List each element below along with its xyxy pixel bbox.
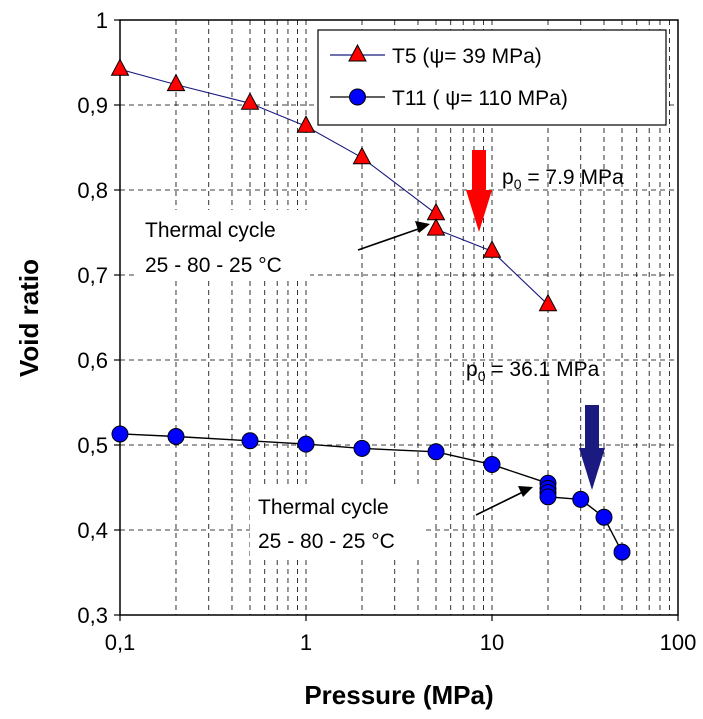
p0-t11-label-rest: = 36.1 MPa [485,358,599,381]
p0-t11-arrow-shaft [585,405,599,450]
p0-t5-label: p0 = 7.9 MPa [502,166,624,192]
y-tick-label: 0,5 [77,433,108,458]
thermal-t11-line1: Thermal cycle [258,496,389,519]
y-tick-label: 0,9 [77,93,108,118]
axis-ticks: 0,3 0,4 0,5 0,6 0,7 0,8 0,9 1 0,1 1 10 100 [77,8,696,655]
y-tick-label: 0,6 [77,348,108,373]
thermal-t5-line2: 25 - 80 - 25 °C [145,254,282,277]
x-tick-label: 0,1 [105,630,136,655]
thermal-t5-line1: Thermal cycle [145,219,276,242]
t5-data-point [426,202,446,221]
t5-data-point [240,92,260,110]
y-tick-label: 0,8 [77,178,108,203]
thermal-t11-label-bg [250,488,425,556]
legend-label-t5: T5 (ψ= 39 MPa) [392,45,542,68]
t11-data-point [613,543,631,561]
y-tick-label: 0,7 [77,263,108,288]
p0-t5-arrow-shaft [472,150,486,192]
thermal-t11-arrow-head [518,486,533,497]
t11-data-point [595,508,613,526]
annotation-thermal-t5: Thermal cycle 25 - 80 - 25 °C [135,210,430,278]
t11-data-point [572,490,590,508]
t5-data-point [110,58,130,76]
x-tick-label: 100 [660,630,697,655]
t11-data-point [539,488,557,506]
t11-data-point [353,439,371,457]
legend-marker-t5 [348,43,367,62]
x-axis-title: Pressure (MPa) [304,680,493,710]
p0-t5-label-sub: 0 [514,176,522,192]
thermal-t5-arrow-head [415,221,430,233]
annotation-p0-t5: p0 = 7.9 MPa [466,150,624,232]
p0-t11-label-sub: 0 [478,368,486,384]
p0-t5-label-main: p [502,166,514,189]
thermal-t5-arrow-line [357,226,425,251]
t11-data-point [167,428,185,445]
plot-area-border [119,19,679,616]
t5-data-point [538,293,558,312]
p0-t5-label-rest: = 7.9 MPa [521,166,623,189]
t5-data-point [426,218,446,236]
p0-t5-arrow-head [466,190,492,232]
thermal-t11-line2: 25 - 80 - 25 °C [258,530,395,553]
t11-data-point [111,425,129,443]
y-tick-label: 0,4 [77,518,108,543]
x-tick-label: 1 [300,630,312,655]
p0-t11-arrow-head [579,448,605,490]
legend-label-t11: T11 ( ψ= 110 MPa) [392,87,568,110]
y-tick-label: 0,3 [77,603,108,628]
legend-box [317,29,667,126]
t11-data-point [241,432,259,450]
legend-marker-t11 [349,88,366,106]
p0-t11-label-main: p [466,358,478,381]
t11-data-point [297,435,315,453]
legend: T5 (ψ= 39 MPa) T11 ( ψ= 110 MPa) [317,29,667,126]
annotation-thermal-t11: Thermal cycle 25 - 80 - 25 °C [250,486,533,556]
t5-data-point [352,146,372,165]
p0-t11-label: p0 = 36.1 MPa [466,358,600,384]
t11-data-point [427,443,445,461]
thermal-t5-label-bg [135,210,310,278]
t11-data-point [483,456,501,474]
t5-data-point [482,240,502,258]
thermal-t11-arrow-line [475,489,528,516]
data-series [110,58,631,561]
x-tick-label: 10 [480,630,504,655]
annotation-p0-t11: p0 = 36.1 MPa [466,358,605,490]
y-axis-title: Void ratio [14,259,44,377]
t5-data-point [296,115,316,133]
y-tick-label: 1 [96,8,108,33]
t5-data-point [166,73,186,92]
